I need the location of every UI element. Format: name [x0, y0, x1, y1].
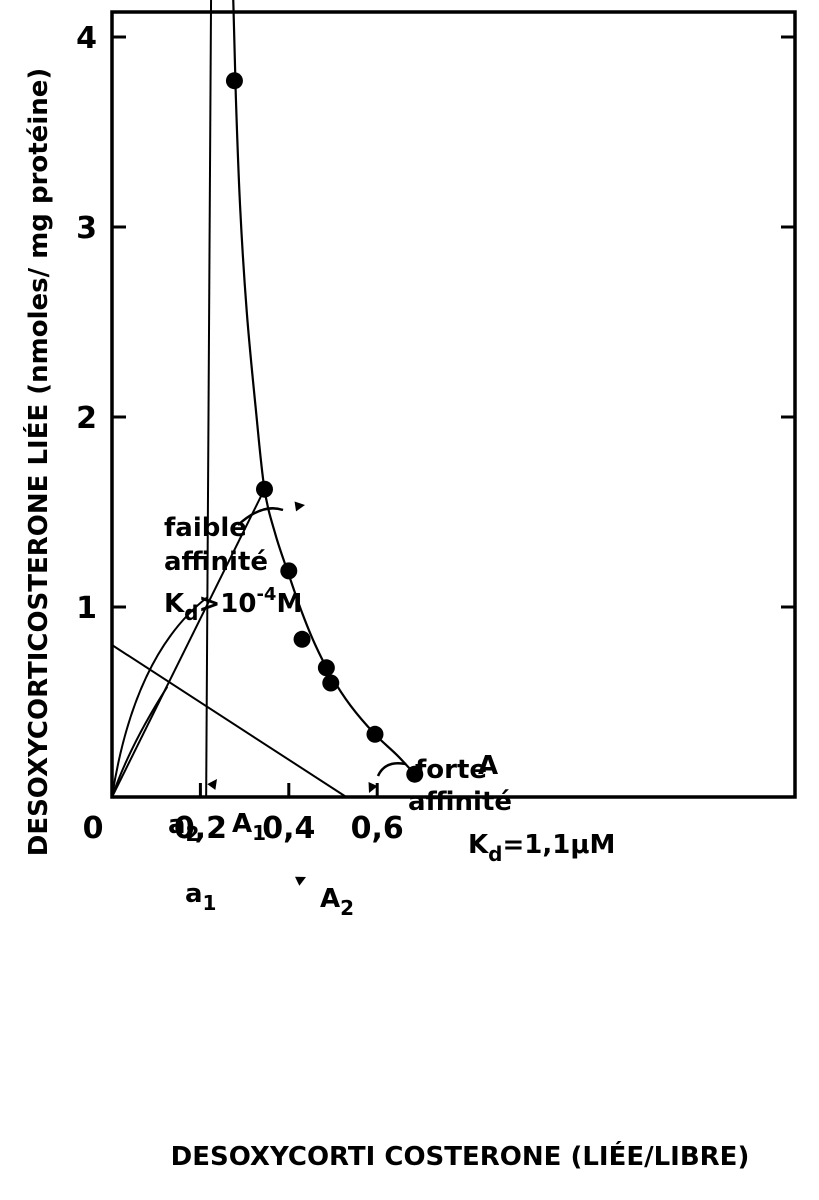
- data-point: [366, 725, 384, 743]
- arc-a1-arrowhead: [207, 779, 217, 790]
- data-point: [317, 659, 335, 677]
- data-point: [322, 674, 340, 692]
- high-affinity-kd: Kd=1,1μM: [468, 830, 615, 866]
- high-affinity-arrowhead: [368, 782, 378, 793]
- x-tick-label: 0,6: [351, 811, 404, 846]
- low-affinity-line2: affinité: [164, 547, 268, 577]
- label-point-a1: A1: [232, 809, 266, 845]
- axis-ticks: 00,20,40,612345: [76, 21, 795, 846]
- plot-border: [110, 10, 797, 799]
- y-tick-label: 4: [76, 21, 97, 56]
- data-point: [293, 630, 311, 648]
- high-affinity-pointer: [376, 762, 407, 777]
- low-affinity-arrowhead: [294, 501, 305, 512]
- label-arc-a1: a1: [185, 879, 216, 915]
- low-affinity-pointer: [237, 507, 284, 526]
- reference-lines: [111, 0, 347, 798]
- y-tick-label: 3: [76, 211, 97, 246]
- high-affinity-line2: affinité: [408, 787, 512, 817]
- data-point: [280, 562, 298, 580]
- high-affinity-annotation: forte affinité Kd=1,1μM: [408, 755, 615, 866]
- high-affinity-line1: forte: [415, 755, 487, 785]
- high-affinity-line: [111, 644, 347, 798]
- fitted-curve: [231, 0, 416, 775]
- x-axis-label: DESOXYCORTI COSTERONE (LIÉE/LIBRE): [171, 1140, 750, 1172]
- x-tick-label: 0,4: [262, 811, 315, 846]
- label-point-a: A: [478, 751, 498, 781]
- binding-curve: [231, 0, 416, 775]
- x-tick-label: 0: [83, 811, 104, 846]
- x-tick-label: 0,2: [174, 811, 227, 846]
- data-point: [406, 765, 424, 783]
- y-tick-label: 1: [76, 591, 97, 626]
- annotation-arrows: [207, 501, 407, 886]
- data-points: [225, 72, 424, 783]
- construction-line-oa: [111, 488, 266, 798]
- data-point: [255, 480, 273, 498]
- y-axis-label: DESOXYCORTICOSTERONE LIÉE (nmoles/ mg pr…: [22, 68, 54, 857]
- data-point: [225, 72, 243, 90]
- label-point-a2: A2: [320, 884, 354, 920]
- low-affinity-line1: faible: [164, 513, 247, 543]
- low-affinity-line: [205, 0, 213, 798]
- low-affinity-kd: Kd>10-4M: [164, 584, 302, 625]
- y-tick-label: 2: [76, 401, 97, 436]
- arc-a1: [111, 686, 169, 798]
- low-affinity-annotation: faible affinité Kd>10-4M: [164, 513, 302, 625]
- arc-a2-arrowhead: [295, 876, 306, 886]
- plot-frame: [110, 10, 797, 799]
- label-arc-a2: a2: [168, 810, 199, 846]
- arc-a2: [111, 596, 208, 798]
